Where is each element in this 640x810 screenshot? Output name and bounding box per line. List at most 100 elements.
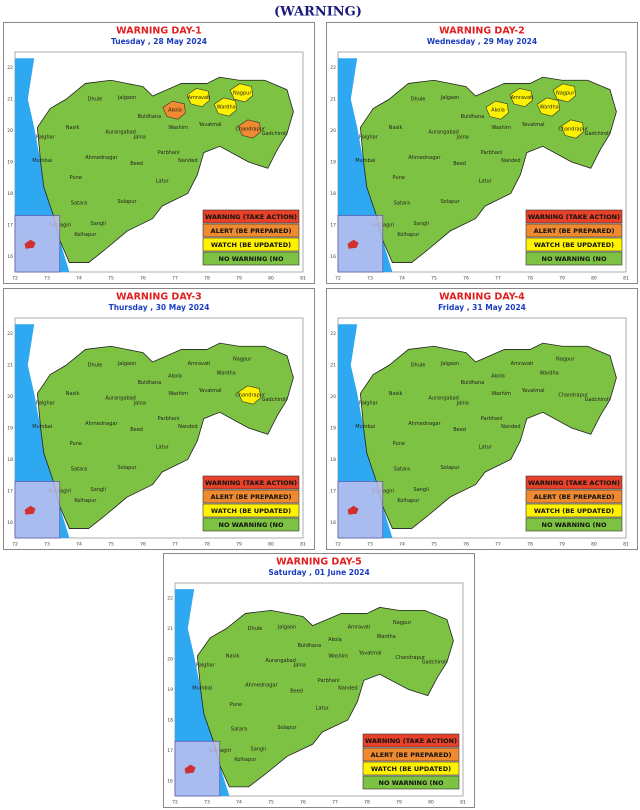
state-outline bbox=[359, 76, 617, 263]
district-label: Nagpur bbox=[233, 90, 252, 96]
lon-tick-label: 73 bbox=[44, 276, 50, 282]
district-label: Akola bbox=[168, 374, 182, 380]
district-label: Latur bbox=[316, 705, 330, 711]
district-label: Satara bbox=[394, 466, 410, 472]
lat-tick-label: 18 bbox=[167, 717, 173, 723]
legend-label: NO WARNING (NO bbox=[379, 779, 444, 787]
lon-tick-label: 78 bbox=[364, 800, 370, 806]
lon-tick-label: 78 bbox=[204, 276, 210, 282]
legend-label: WARNING (TAKE ACTION) bbox=[528, 479, 620, 487]
lon-tick-label: 73 bbox=[204, 800, 210, 806]
district-label: Parbhani bbox=[158, 416, 180, 422]
district-label: Aurangabad bbox=[428, 130, 459, 136]
district-label: Akola bbox=[491, 374, 505, 380]
legend-swatch bbox=[202, 251, 300, 266]
district-label: Ahmednagar bbox=[408, 155, 441, 161]
district-warning bbox=[509, 88, 533, 108]
district-label: Jalgaon bbox=[277, 625, 296, 631]
inset-box bbox=[337, 215, 384, 273]
district-label: Nasik bbox=[226, 654, 240, 660]
district-label: Solapur bbox=[117, 199, 137, 205]
district-label: Nanded bbox=[338, 685, 357, 691]
district-label: Gadchiroli bbox=[262, 397, 287, 403]
district-label: Chandrapur bbox=[558, 393, 589, 399]
district-label: Satara bbox=[231, 727, 247, 733]
lon-tick-label: 79 bbox=[559, 542, 565, 548]
district-label: Buldhana bbox=[461, 380, 485, 386]
district-label: Gadchiroli bbox=[422, 660, 447, 666]
district-label: Jalna bbox=[293, 663, 306, 669]
lat-tick-label: 22 bbox=[167, 596, 173, 602]
district-warning bbox=[213, 97, 238, 117]
lat-tick-label: 16 bbox=[330, 520, 336, 526]
district-label: Washim bbox=[491, 391, 511, 397]
district-label: Ahmednagar bbox=[408, 421, 441, 427]
district-label: Chandrapur bbox=[235, 393, 266, 399]
district-label: Aurangabad bbox=[105, 396, 136, 402]
district-label: Jalgaon bbox=[117, 95, 136, 101]
inset-shape bbox=[24, 505, 36, 515]
district-label: Mumbai bbox=[355, 158, 375, 164]
lon-tick-label: 81 bbox=[300, 276, 306, 282]
lat-tick-label: 17 bbox=[330, 488, 336, 494]
district-label: Beed bbox=[130, 427, 143, 433]
district-label: Kolhapur bbox=[74, 232, 97, 238]
district-label: Solapur bbox=[117, 465, 137, 471]
legend-swatch bbox=[525, 237, 623, 252]
district-label: Palghar bbox=[36, 134, 56, 140]
district-label: Ahmednagar bbox=[85, 155, 118, 161]
legend-swatch bbox=[202, 475, 300, 490]
district-label: Parbhani bbox=[318, 678, 340, 684]
district-label: Parbhani bbox=[481, 416, 503, 422]
panel-title: WARNING DAY-1 bbox=[116, 26, 202, 37]
lon-tick-label: 76 bbox=[463, 542, 469, 548]
lon-tick-label: 75 bbox=[108, 542, 114, 548]
district-label: Palghar bbox=[196, 663, 216, 669]
lat-tick-label: 20 bbox=[7, 128, 13, 134]
lat-tick-label: 16 bbox=[167, 778, 173, 784]
panel-title: WARNING DAY-3 bbox=[116, 292, 202, 303]
district-warning bbox=[186, 88, 210, 108]
district-label: Satara bbox=[394, 200, 410, 206]
district-label: Nagpur bbox=[393, 620, 412, 626]
inset-shape bbox=[347, 239, 359, 249]
district-label: Pune bbox=[70, 175, 82, 181]
legend-label: WARNING (TAKE ACTION) bbox=[205, 213, 297, 221]
lon-tick-label: 74 bbox=[236, 800, 242, 806]
district-label: Solapur bbox=[440, 199, 460, 205]
district-label: Sangli bbox=[414, 487, 429, 493]
state-outline bbox=[36, 342, 294, 529]
legend-swatch bbox=[525, 489, 623, 504]
inset-box bbox=[14, 481, 61, 539]
legend-swatch bbox=[202, 209, 300, 224]
lat-tick-label: 16 bbox=[7, 254, 13, 260]
district-label: Jalna bbox=[133, 134, 146, 140]
district-label: Aurangabad bbox=[428, 396, 459, 402]
district-label: Buldhana bbox=[298, 643, 322, 649]
panel-date: Saturday , 01 June 2024 bbox=[268, 568, 369, 577]
district-label: Satara bbox=[71, 200, 87, 206]
district-label: Latur bbox=[479, 444, 493, 450]
district-label: Akola bbox=[168, 108, 182, 114]
state-outline bbox=[359, 342, 617, 529]
legend-label: WATCH (BE UPDATED) bbox=[211, 507, 291, 515]
lon-tick-label: 76 bbox=[140, 542, 146, 548]
district-label: Gadchiroli bbox=[585, 131, 610, 137]
legend-swatch bbox=[362, 775, 460, 790]
lon-tick-label: 79 bbox=[396, 800, 402, 806]
district-label: Nagpur bbox=[556, 356, 575, 362]
legend-label: WATCH (BE UPDATED) bbox=[534, 241, 614, 249]
legend-swatch bbox=[525, 503, 623, 518]
lon-tick-label: 78 bbox=[204, 542, 210, 548]
panel-title: WARNING DAY-4 bbox=[439, 292, 525, 303]
district-label: Jalna bbox=[456, 134, 469, 140]
district-warning bbox=[237, 119, 262, 139]
lat-tick-label: 19 bbox=[7, 426, 13, 432]
lon-tick-label: 78 bbox=[527, 276, 533, 282]
district-label: Dhule bbox=[411, 97, 426, 103]
district-label: Sangli bbox=[91, 487, 106, 493]
district-label: Washim bbox=[168, 391, 188, 397]
